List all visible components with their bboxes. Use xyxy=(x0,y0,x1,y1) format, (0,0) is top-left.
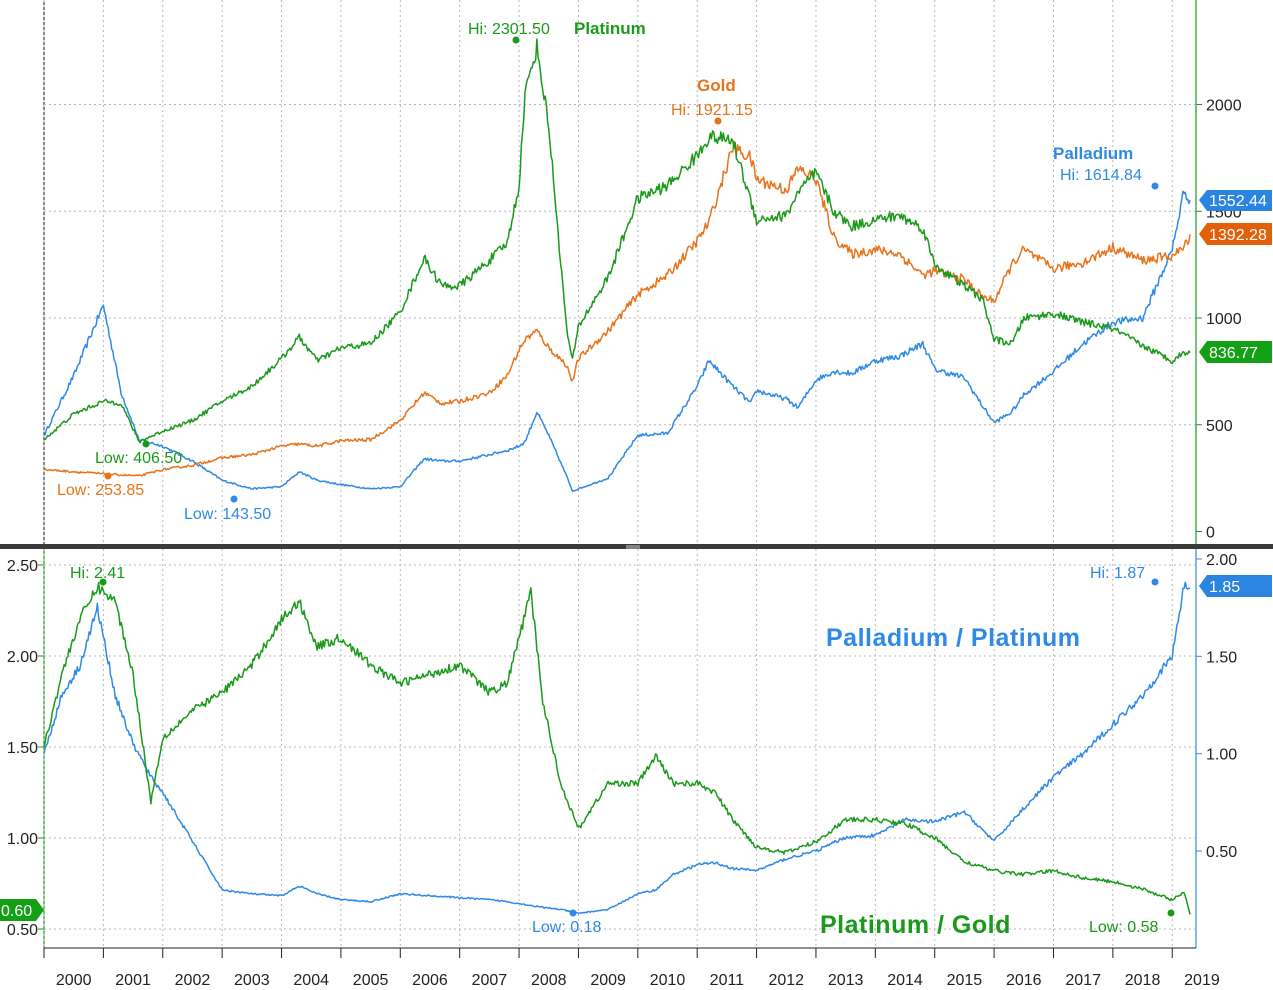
pt-gold-title: Platinum / Gold xyxy=(820,911,1011,939)
x-tick-label: 2005 xyxy=(353,972,389,989)
x-tick-label: 2019 xyxy=(1184,972,1220,989)
x-tick-label: 2007 xyxy=(472,972,508,989)
bottom-left-tick-label: 1.50 xyxy=(7,740,38,757)
bottom-right-tick-label: 1.00 xyxy=(1206,747,1237,764)
bottom-left-tick-labels: 0.50 1.00 1.50 2.00 2.50 xyxy=(7,558,44,939)
pd-pt-last-tag: 1.85 xyxy=(1199,575,1272,597)
platinum-hi-dot xyxy=(512,36,520,44)
top-gridlines xyxy=(43,0,1196,544)
gold-low-dot xyxy=(104,472,112,480)
platinum-low-dot xyxy=(142,440,150,448)
bottom-panel: 0.50 1.00 1.50 2.00 2.50 0.50 1.00 1.50 2.00 Pa… xyxy=(0,549,1272,949)
palladium-hi-label: Hi: 1614.84 xyxy=(1060,167,1142,184)
x-tick-label: 2013 xyxy=(828,972,864,989)
x-tick-label: 2004 xyxy=(293,972,329,989)
x-tick-label: 2008 xyxy=(531,972,567,989)
pd-pt-hi-label: Hi: 1.87 xyxy=(1090,565,1145,582)
pt-gold-low-dot xyxy=(1167,909,1175,917)
x-tick-label: 2018 xyxy=(1125,972,1161,989)
gold-last-value: 1392.28 xyxy=(1209,227,1267,244)
x-tick-label: 2003 xyxy=(234,972,270,989)
pd-pt-title: Palladium / Platinum xyxy=(826,624,1081,652)
gold-last-tag: 1392.28 xyxy=(1199,223,1272,245)
x-tick-label: 2014 xyxy=(887,972,923,989)
bottom-right-tick-label: 0.50 xyxy=(1206,844,1237,861)
palladium-hi-dot xyxy=(1151,182,1159,190)
palladium-low-label: Low: 143.50 xyxy=(184,506,271,523)
x-tick-label: 2006 xyxy=(412,972,448,989)
bottom-left-tick-label: 0.50 xyxy=(7,922,38,939)
gold-hi-label: Hi: 1921.15 xyxy=(671,102,753,119)
palladium-low-dot xyxy=(230,495,238,503)
panel-divider[interactable] xyxy=(0,544,1273,549)
x-tick-label: 2002 xyxy=(175,972,211,989)
x-tick-label: 2001 xyxy=(115,972,151,989)
palladium-line xyxy=(43,190,1191,492)
pd-pt-low-label: Low: 0.18 xyxy=(532,919,601,936)
top-series-lines xyxy=(43,38,1191,492)
top-right-tick-label: 500 xyxy=(1206,418,1233,435)
x-tick-label: 2010 xyxy=(650,972,686,989)
bottom-right-tick-label: 1.50 xyxy=(1206,649,1237,666)
platinum-low-label: Low: 406.50 xyxy=(95,450,182,467)
x-tick-label: 2017 xyxy=(1065,972,1101,989)
x-tick-label: 2000 xyxy=(56,972,92,989)
x-tick-label: 2016 xyxy=(1006,972,1042,989)
bottom-left-tick-label: 2.50 xyxy=(7,558,38,575)
palladium-last-tag: 1552.44 xyxy=(1199,190,1272,211)
pd-pt-ratio-line xyxy=(43,581,1191,914)
x-tick-label: 2009 xyxy=(590,972,626,989)
pd-pt-hi-dot xyxy=(1151,578,1159,586)
palladium-last-value: 1552.44 xyxy=(1209,193,1267,210)
top-right-tick-label: 1000 xyxy=(1206,311,1242,328)
bottom-series-lines xyxy=(43,581,1191,915)
bottom-left-tick-label: 1.00 xyxy=(7,831,38,848)
pt-gold-last-tag: 0.60 xyxy=(0,899,44,921)
gold-name-label: Gold xyxy=(697,76,736,95)
platinum-last-tag: 836.77 xyxy=(1199,341,1272,363)
gold-line xyxy=(43,140,1191,477)
pd-pt-last-value: 1.85 xyxy=(1209,579,1240,596)
x-axis: 2000 2001 2002 2003 2004 2005 2006 2007 2008 2009… xyxy=(43,948,1220,989)
gold-low-label: Low: 253.85 xyxy=(57,482,144,499)
gold-hi-dot xyxy=(714,117,722,125)
pt-gold-hi-dot xyxy=(99,578,107,586)
pt-gold-hi-label: Hi: 2.41 xyxy=(70,565,125,582)
x-tick-label: 2012 xyxy=(768,972,804,989)
palladium-name-label: Palladium xyxy=(1053,144,1133,163)
platinum-name-label: Platinum xyxy=(574,19,646,38)
x-tick-label: 2015 xyxy=(947,972,983,989)
platinum-hi-label: Hi: 2301.50 xyxy=(468,21,550,38)
platinum-line xyxy=(43,38,1191,444)
bottom-right-tick-labels: 0.50 1.00 1.50 2.00 xyxy=(1196,552,1237,861)
bottom-left-tick-label: 2.00 xyxy=(7,649,38,666)
bottom-right-tick-label: 2.00 xyxy=(1206,552,1237,569)
pt-gold-ratio-line xyxy=(43,581,1191,915)
x-tick-label: 2011 xyxy=(710,972,745,989)
pd-pt-low-dot xyxy=(569,909,577,917)
top-right-tick-label: 2000 xyxy=(1206,98,1242,115)
top-right-tick-label: 0 xyxy=(1206,525,1215,542)
pt-gold-last-value: 0.60 xyxy=(1,903,32,920)
platinum-last-value: 836.77 xyxy=(1209,345,1258,362)
pt-gold-low-label: Low: 0.58 xyxy=(1089,919,1158,936)
bottom-gridlines xyxy=(43,549,1196,948)
